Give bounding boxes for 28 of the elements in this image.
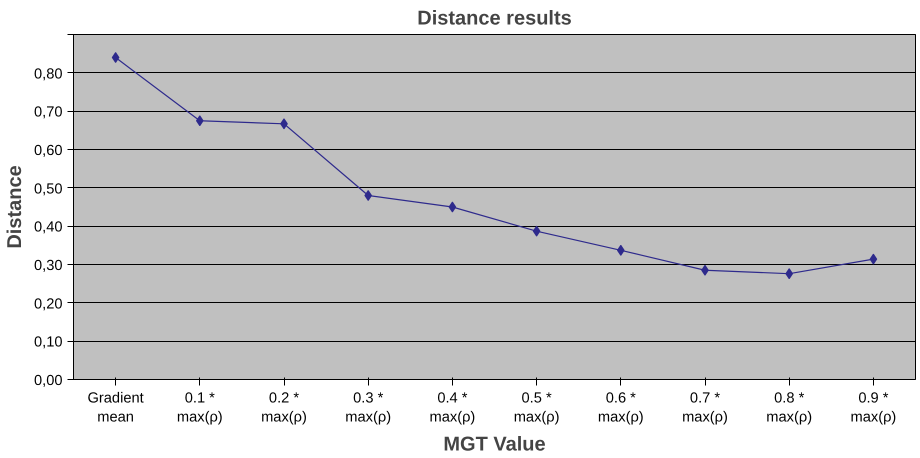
x-tick-label: Gradient mean [87,390,144,426]
point [448,202,456,212]
x-tick-label: 0.4 * max(ρ) [430,390,476,426]
x-tick-label: 0.2 * max(ρ) [261,390,307,426]
chart-title: Distance results [417,8,572,30]
y-axis-title: Distance [4,165,26,249]
point [112,52,120,63]
x-tick-label: 0.1 * max(ρ) [176,390,223,426]
x-tick-label: 0.9 * max(ρ) [850,390,896,426]
y-tick-label: 0,50 [34,181,63,198]
y-tick-label: 0,10 [34,334,63,351]
y-tick-label: 0,80 [34,66,63,82]
y-tick-label: 0,20 [34,296,63,312]
x-tick-label: 0.6 * max(ρ) [598,390,644,426]
point [785,268,794,280]
x-tick-label: 0.5 * max(ρ) [514,390,560,426]
y-tick-label: 0,70 [34,104,63,121]
x-tick-label: 0.3 * max(ρ) [345,390,392,426]
y-tick-label: 0,00 [34,373,63,389]
x-tick-label: 0.8 * max(ρ) [766,390,812,426]
y-tick-label: 0,30 [34,258,63,274]
point [364,190,372,201]
x-axis-title: MGT Value [443,434,546,456]
x-tick-label: 0.7 * max(ρ) [682,390,728,426]
point [616,244,625,256]
y-tick-label: 0,60 [34,143,63,159]
point [196,115,204,126]
y-tick-label: 0,40 [34,220,63,236]
